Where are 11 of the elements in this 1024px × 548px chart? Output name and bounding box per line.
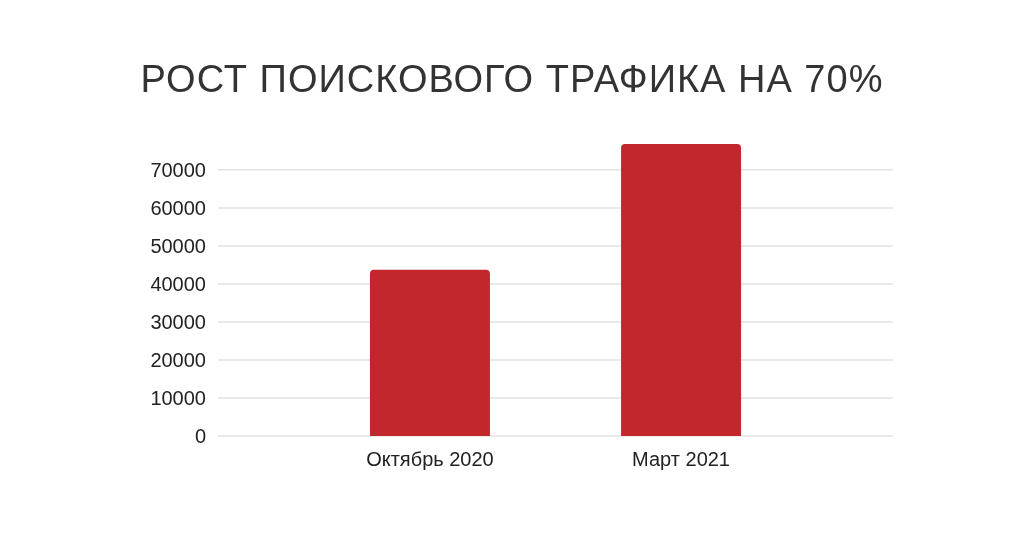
y-tick-label: 0 xyxy=(194,425,206,447)
x-tick-label: Октябрь 2020 xyxy=(366,448,494,470)
y-tick-label: 20000 xyxy=(150,348,206,371)
y-tick-label: 50000 xyxy=(150,234,206,257)
y-tick-label: 30000 xyxy=(150,310,206,333)
y-tick-label: 70000 xyxy=(150,158,206,181)
chart-title: РОСТ ПОИСКОВОГО ТРАФИКА НА 70% xyxy=(140,58,884,100)
y-tick-label: 10000 xyxy=(150,386,206,409)
x-tick-label: Март 2021 xyxy=(632,448,730,470)
y-tick-label: 60000 xyxy=(150,196,206,219)
y-tick-label: 40000 xyxy=(150,272,206,295)
